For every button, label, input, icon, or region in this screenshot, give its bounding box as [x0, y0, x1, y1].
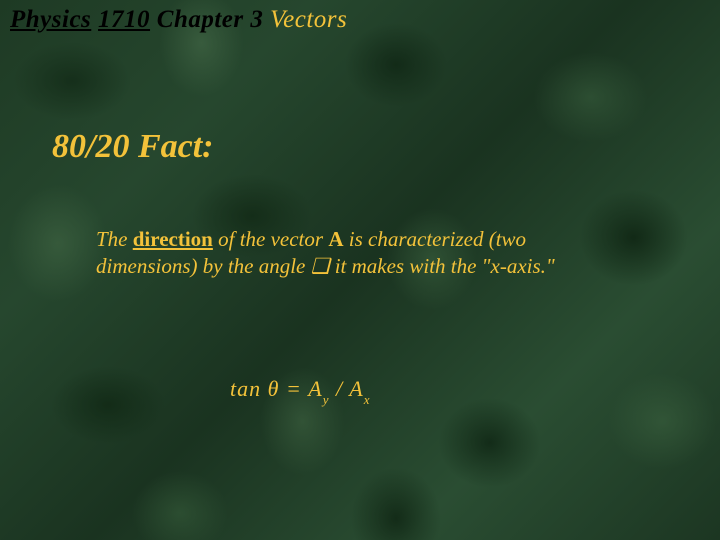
- eqn-eq: =: [279, 376, 308, 401]
- eqn-Ay: A: [308, 376, 322, 401]
- eqn-theta: θ: [268, 376, 280, 401]
- eqn-Ax: A: [349, 376, 363, 401]
- chapter-word: Chapter 3: [157, 6, 270, 33]
- body-mid1: of the vector: [213, 227, 328, 251]
- body-post: it makes with the "x-axis.": [329, 254, 554, 278]
- eqn-y-sub: y: [323, 392, 330, 407]
- course-number: 1710: [98, 6, 150, 33]
- section-heading: 80/20 Fact:: [52, 128, 213, 166]
- chapter-topic: Vectors: [270, 6, 347, 33]
- course-label: Physics: [10, 6, 91, 33]
- page-title: Physics 1710 Chapter 3 Vectors: [10, 6, 347, 34]
- eqn-tan: tan: [230, 376, 268, 401]
- vector-symbol: A: [328, 227, 343, 251]
- body-pre: The: [96, 227, 133, 251]
- eqn-div: /: [330, 376, 350, 401]
- angle-glyph: ❑: [311, 254, 330, 278]
- eqn-x-sub: x: [364, 392, 371, 407]
- slide-content: Physics 1710 Chapter 3 Vectors 80/20 Fac…: [0, 0, 720, 540]
- direction-word: direction: [133, 227, 213, 251]
- equation: tan θ = Ay / Ax: [230, 376, 370, 405]
- fact-body: The direction of the vector A is charact…: [96, 226, 626, 280]
